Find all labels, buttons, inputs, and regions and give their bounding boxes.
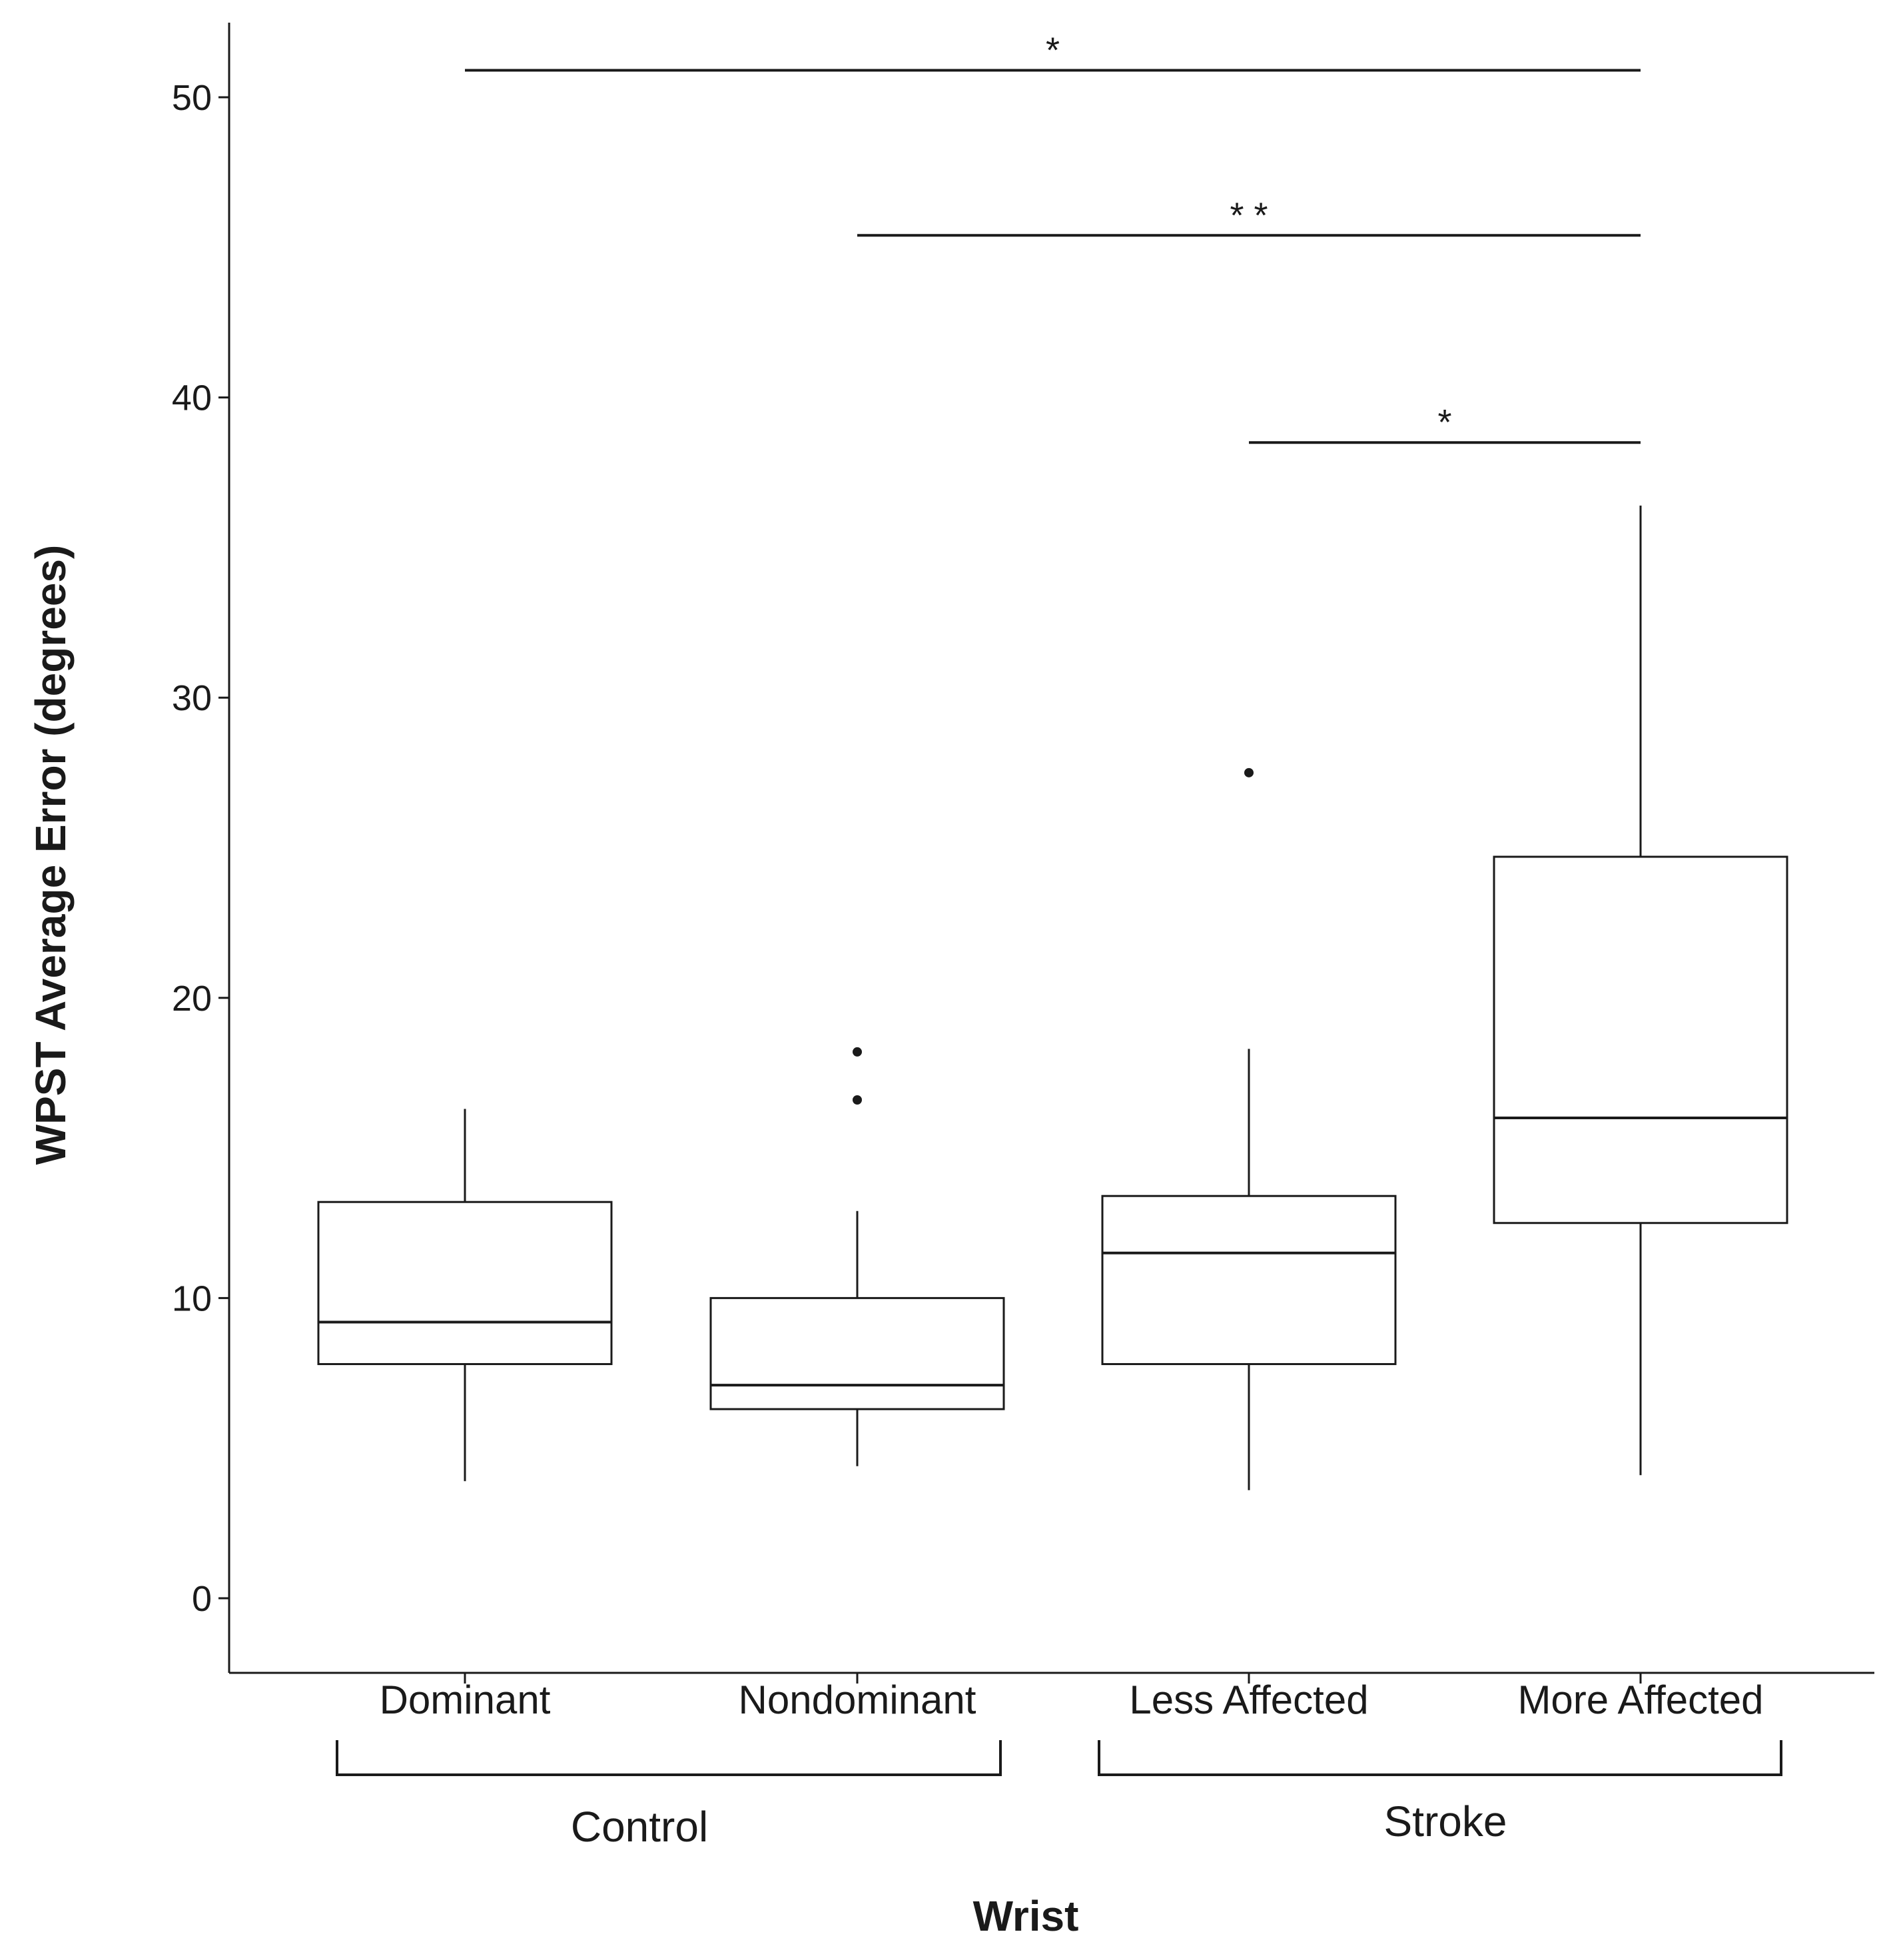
box-nondominant bbox=[709, 1047, 1005, 1466]
x-tick-label: Less Affected bbox=[1129, 1678, 1368, 1722]
iqr-box bbox=[709, 1296, 1005, 1410]
iqr-box bbox=[1101, 1195, 1397, 1366]
box-less-affected bbox=[1101, 767, 1397, 1490]
boxes bbox=[317, 505, 1788, 1490]
group-brackets: Control Stroke bbox=[336, 1740, 1782, 1851]
x-tick-label: More Affected bbox=[1517, 1678, 1763, 1722]
x-axis-title: Wrist bbox=[973, 1892, 1079, 1940]
iqr-box bbox=[317, 1201, 613, 1366]
outlier-point bbox=[1244, 767, 1254, 777]
significance-label: * bbox=[1046, 30, 1060, 70]
box-more-affected bbox=[1493, 505, 1788, 1476]
significance-label: * bbox=[1437, 402, 1451, 442]
y-tick-label: 30 bbox=[172, 678, 212, 718]
iqr-box bbox=[1493, 855, 1788, 1225]
group-label: Stroke bbox=[1384, 1797, 1507, 1845]
group-bracket bbox=[1098, 1740, 1782, 1776]
outlier-point bbox=[853, 1095, 862, 1105]
outlier-point bbox=[853, 1047, 862, 1057]
group-label: Control bbox=[571, 1803, 708, 1851]
significance-label: * * bbox=[1230, 195, 1268, 235]
y-axis-title: WPST Average Error (degrees) bbox=[27, 545, 75, 1165]
y-tick-label: 0 bbox=[192, 1579, 212, 1619]
significance-annotations: * * * * bbox=[465, 30, 1641, 444]
y-tick-label: 10 bbox=[172, 1278, 212, 1318]
x-tick-label: Nondominant bbox=[739, 1678, 976, 1722]
y-tick-label: 40 bbox=[172, 378, 212, 418]
x-tick-label: Dominant bbox=[380, 1678, 551, 1722]
y-tick-label: 50 bbox=[172, 78, 212, 118]
y-tick-label: 20 bbox=[172, 979, 212, 1019]
axes: 0 10 20 30 40 50 Dominant Nondominant Less Affec… bbox=[172, 23, 1874, 1722]
group-bracket bbox=[336, 1740, 1002, 1776]
box-dominant bbox=[317, 1109, 613, 1482]
